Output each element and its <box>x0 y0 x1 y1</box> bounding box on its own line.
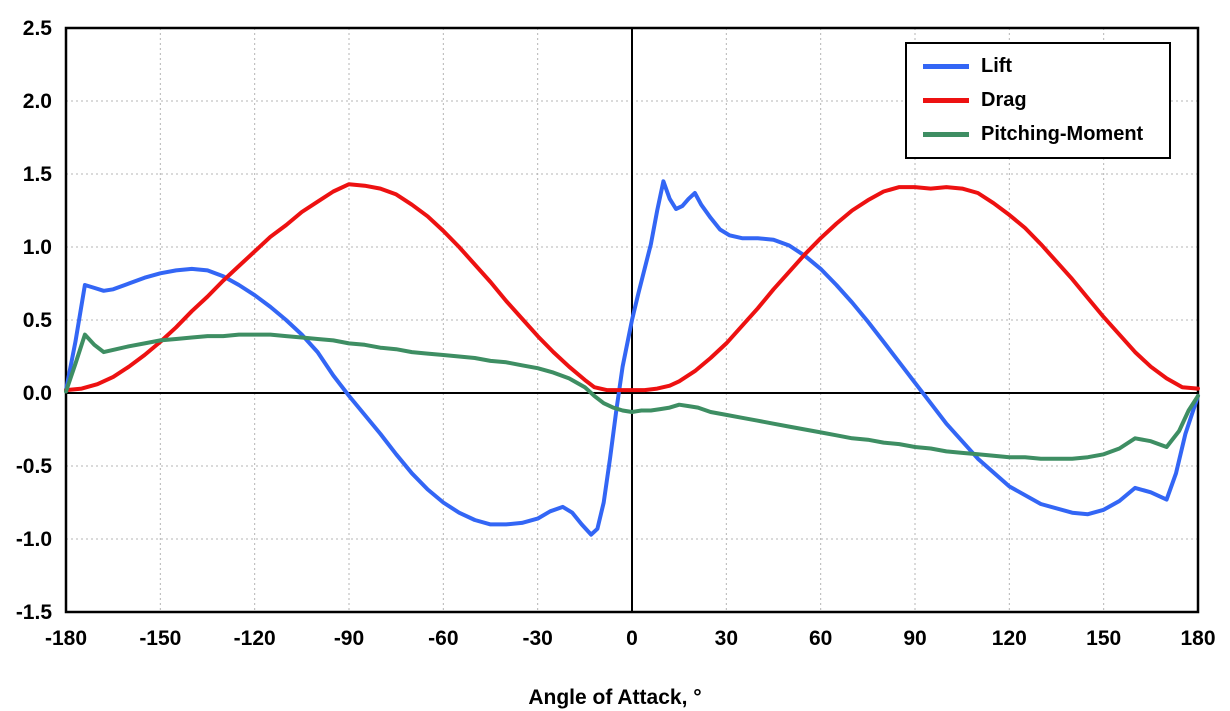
x-tick-label: 90 <box>903 627 926 650</box>
drag-line <box>64 182 1200 393</box>
pitching-moment-line <box>64 332 1200 461</box>
x-tick-label: 150 <box>1086 627 1121 650</box>
x-tick-label: -180 <box>45 627 87 650</box>
lift-line <box>64 179 1200 537</box>
x-tick-label: 180 <box>1180 627 1215 650</box>
lift-line-swatch <box>923 64 969 69</box>
x-tick-label: 60 <box>809 627 832 650</box>
x-tick-label: 30 <box>715 627 738 650</box>
x-tick-label: 120 <box>992 627 1027 650</box>
y-tick-label: 1.5 <box>23 163 53 186</box>
x-tick-label: -90 <box>334 627 364 650</box>
legend: Lift Drag Pitching-Moment <box>905 42 1171 159</box>
y-tick-label: -0.5 <box>16 455 53 478</box>
x-axis-title: Angle of Attack, ° <box>528 686 702 709</box>
legend-label: Lift <box>981 55 1013 77</box>
legend-item-pitching-moment: Pitching-Moment <box>923 123 1153 146</box>
y-tick-label: -1.0 <box>16 528 52 551</box>
y-tick-label: 0.0 <box>23 382 52 405</box>
pitching-moment-line-swatch <box>923 132 969 137</box>
y-tick-label: 2.0 <box>23 90 52 113</box>
x-tick-label: -30 <box>522 627 552 650</box>
x-tick-label: -120 <box>234 627 276 650</box>
x-tick-label: 0 <box>626 627 638 650</box>
y-tick-label: 2.5 <box>23 17 53 40</box>
legend-label: Pitching-Moment <box>981 123 1144 145</box>
y-tick-label: 0.5 <box>23 309 53 332</box>
legend-item-drag: Drag <box>923 89 1153 112</box>
plot-border <box>64 26 1200 614</box>
legend-item-lift: Lift <box>923 55 1153 78</box>
x-tick-label: -60 <box>428 627 458 650</box>
y-tick-label: 1.0 <box>23 236 52 259</box>
drag-line-swatch <box>923 98 969 103</box>
y-tick-label: -1.5 <box>16 601 53 624</box>
legend-label: Drag <box>981 89 1027 111</box>
x-tick-label: -150 <box>139 627 181 650</box>
